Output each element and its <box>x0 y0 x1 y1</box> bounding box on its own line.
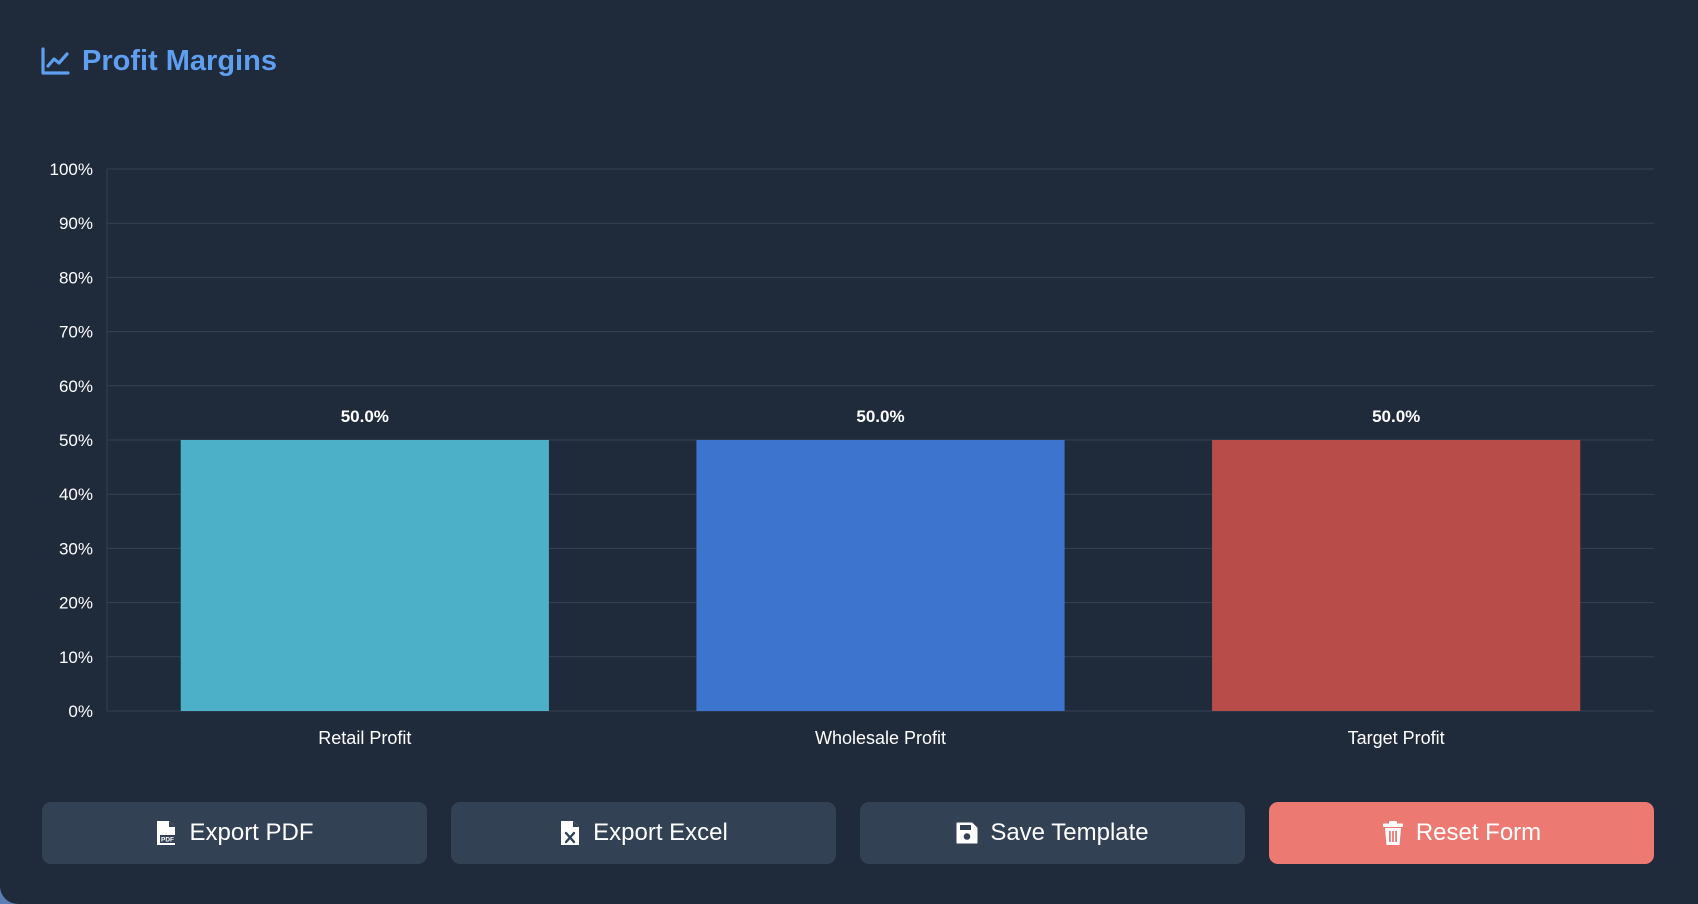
x-axis: Retail Profit Wholesale Profit Target Prof… <box>318 728 1444 748</box>
x-tick-label: Target Profit <box>1348 728 1445 748</box>
y-tick-label: 100% <box>50 160 93 179</box>
y-tick-label: 30% <box>59 539 93 558</box>
page-title: Profit Margins <box>82 44 277 77</box>
export-excel-button[interactable]: Export Excel <box>451 802 836 864</box>
bars <box>180 440 1581 711</box>
trash-icon <box>1382 820 1404 846</box>
action-bar: PDF Export PDF Export Excel <box>42 802 1656 864</box>
bar <box>180 440 549 711</box>
export-excel-label: Export Excel <box>593 819 728 846</box>
export-pdf-label: Export PDF <box>189 819 314 846</box>
x-tick-label: Retail Profit <box>318 728 411 748</box>
bar-value-label: 50.0% <box>341 407 389 426</box>
y-tick-label: 60% <box>59 377 93 396</box>
profit-margins-chart: 0%10%20%30%40%50%60%70%80%90%100% 50.0% 5… <box>50 160 1654 748</box>
y-tick-label: 90% <box>59 214 93 233</box>
panel-header: Profit Margins <box>40 42 277 80</box>
file-pdf-icon: PDF <box>155 820 177 846</box>
y-tick-label: 10% <box>59 648 93 667</box>
bar <box>1212 440 1581 711</box>
file-excel-icon <box>559 820 581 846</box>
value-labels: 50.0% 50.0% 50.0% <box>341 407 1421 426</box>
save-template-label: Save Template <box>990 819 1149 846</box>
y-axis: 0% 10% 20% 30% 40% 50% 60% 70% 80% 90% 100% <box>50 160 93 721</box>
line-chart-icon <box>40 46 70 76</box>
y-tick-label: 0% <box>68 702 93 721</box>
x-tick-label: Wholesale Profit <box>815 728 946 748</box>
reset-form-label: Reset Form <box>1415 819 1542 846</box>
y-tick-label: 80% <box>59 268 93 287</box>
y-tick-label: 70% <box>59 323 93 342</box>
reset-form-button[interactable]: Reset Form <box>1269 802 1654 864</box>
bar-value-label: 50.0% <box>1372 407 1420 426</box>
svg-text:PDF: PDF <box>161 837 174 844</box>
export-pdf-button[interactable]: PDF Export PDF <box>42 802 427 864</box>
y-tick-label: 50% <box>59 431 93 450</box>
y-tick-label: 20% <box>59 594 93 613</box>
save-template-button[interactable]: Save Template <box>860 802 1245 864</box>
bar-value-label: 50.0% <box>856 407 904 426</box>
y-tick-label: 40% <box>59 485 93 504</box>
save-icon <box>956 820 978 846</box>
bar <box>696 440 1065 711</box>
